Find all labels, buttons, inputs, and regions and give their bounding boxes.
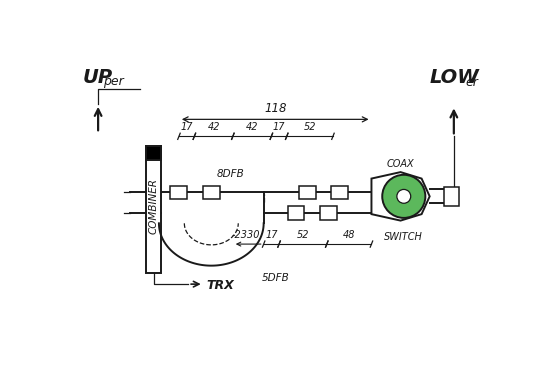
Text: 52: 52: [303, 122, 316, 132]
Text: COAX: COAX: [386, 159, 414, 169]
Bar: [146, 146, 161, 160]
Text: LOW: LOW: [429, 68, 479, 87]
Text: 17: 17: [265, 230, 278, 240]
Text: 8DFB: 8DFB: [217, 169, 245, 179]
Text: 48: 48: [343, 230, 355, 240]
Text: 42: 42: [207, 122, 220, 132]
Text: 52: 52: [296, 230, 309, 240]
Text: COMBINER: COMBINER: [148, 178, 159, 234]
Polygon shape: [372, 172, 430, 221]
Circle shape: [382, 175, 426, 218]
Text: er: er: [465, 75, 478, 89]
Bar: [332, 186, 348, 199]
Text: 5DFB: 5DFB: [261, 273, 289, 283]
Bar: [299, 186, 316, 199]
Text: SWITCH: SWITCH: [384, 232, 423, 242]
Circle shape: [397, 189, 411, 203]
Text: TRX: TRX: [206, 279, 234, 292]
Text: 17: 17: [180, 122, 193, 132]
Bar: [287, 206, 305, 220]
Text: per: per: [103, 75, 124, 88]
Bar: [171, 186, 187, 199]
Bar: [443, 187, 459, 206]
Text: 118: 118: [264, 102, 286, 116]
Text: 17: 17: [273, 122, 285, 132]
Text: UP: UP: [83, 68, 113, 87]
Text: -2330: -2330: [231, 230, 260, 240]
Bar: [320, 206, 337, 220]
Text: 42: 42: [246, 122, 258, 132]
Bar: [146, 146, 161, 273]
Bar: [203, 186, 220, 199]
